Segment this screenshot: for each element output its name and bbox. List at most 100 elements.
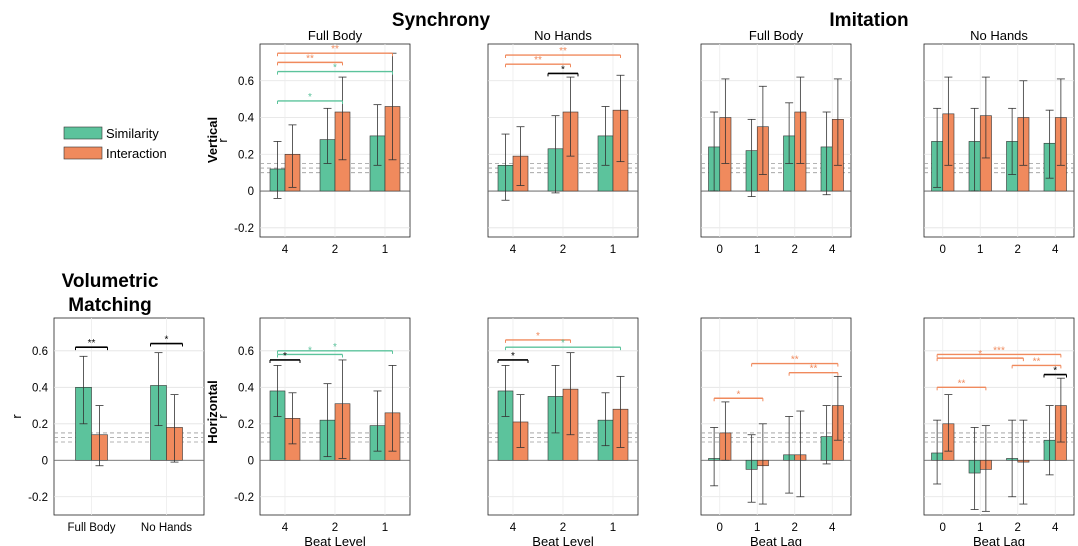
x-tick-label: Full Body xyxy=(68,522,116,534)
significance-label: * xyxy=(561,64,565,75)
y-tick-label: 0.4 xyxy=(238,382,255,394)
y-tick-label: 0.4 xyxy=(32,382,49,394)
x-tick-label: 1 xyxy=(382,522,388,534)
significance-label: *** xyxy=(993,345,1005,356)
y-tick-label: 0.2 xyxy=(238,149,254,161)
significance-label: * xyxy=(333,342,337,353)
y-tick-label: -0.2 xyxy=(234,223,254,235)
significance-label: ** xyxy=(958,378,966,389)
x-tick-label: 2 xyxy=(1015,522,1021,534)
significance-label: ** xyxy=(810,364,818,375)
panel-title: Full Body xyxy=(308,28,363,43)
significance-label: * xyxy=(1053,366,1057,377)
y-tick-label: 0.4 xyxy=(238,113,255,125)
imitation-title: Imitation xyxy=(829,10,908,31)
x-tick-label: 1 xyxy=(610,244,616,256)
x-axis-label: Beat Lag xyxy=(973,534,1025,546)
significance-label: ** xyxy=(331,44,339,55)
significance-label: ** xyxy=(534,55,542,66)
panel-imit-vertical-full: 0 1 2 4 Full Body xyxy=(700,28,852,256)
x-tick-label: 1 xyxy=(610,522,616,534)
volumetric-title-line2: Matching xyxy=(68,295,151,316)
x-axis-label: Beat Level xyxy=(304,534,366,546)
x-tick-label: 2 xyxy=(792,522,798,534)
x-tick-label: 1 xyxy=(754,522,760,534)
x-tick-label: 2 xyxy=(332,244,338,256)
significance-label: ** xyxy=(559,46,567,57)
significance-label: * xyxy=(333,63,337,74)
legend: Similarity Interaction xyxy=(63,126,167,161)
significance-label: * xyxy=(978,349,982,360)
x-tick-label: 2 xyxy=(332,522,338,534)
x-tick-label: 1 xyxy=(754,244,760,256)
y-tick-label: 0.6 xyxy=(238,76,254,88)
y-axis-label: r xyxy=(9,414,24,419)
panel-imit-vertical-nohands: 0 1 2 4 No Hands xyxy=(923,28,1075,256)
significance-label: * xyxy=(511,351,515,362)
y-axis-label: r xyxy=(215,414,230,419)
significance-label: ** xyxy=(306,53,314,64)
y-tick-label: 0.6 xyxy=(238,346,254,358)
panel-title: Full Body xyxy=(749,28,804,43)
x-tick-label: 2 xyxy=(560,244,566,256)
x-tick-label: 4 xyxy=(1052,244,1059,256)
y-tick-label: -0.2 xyxy=(234,492,254,504)
significance-label: * xyxy=(536,331,540,342)
y-tick-label: 0.6 xyxy=(32,346,48,358)
x-tick-label: 1 xyxy=(977,522,983,534)
panel-title: No Hands xyxy=(534,28,592,43)
significance-label: * xyxy=(308,92,312,103)
y-tick-label: 0.2 xyxy=(32,419,48,431)
x-tick-label: 4 xyxy=(1052,522,1059,534)
row-label-vertical: Vertical xyxy=(205,117,220,163)
y-axis-label: r xyxy=(215,138,230,143)
x-tick-label: 0 xyxy=(940,522,946,534)
significance-label: * xyxy=(561,338,565,349)
significance-label: * xyxy=(737,389,741,400)
axes-box xyxy=(700,317,852,516)
panel-title: No Hands xyxy=(970,28,1028,43)
significance-label: * xyxy=(308,345,312,356)
significance-label: ** xyxy=(791,355,799,366)
x-tick-label: 1 xyxy=(382,244,388,256)
y-tick-label: 0 xyxy=(248,186,254,198)
y-tick-label: -0.2 xyxy=(28,492,48,504)
x-tick-label: 4 xyxy=(510,522,517,534)
panel-sync-horizontal-full: * * * -0.2 0 0.2 0.4 0.6 4 2 1 r Beat Level xyxy=(215,317,411,546)
x-tick-label: 0 xyxy=(940,244,946,256)
significance-label: * xyxy=(283,351,287,362)
x-tick-label: 4 xyxy=(282,522,289,534)
volumetric-title-line1: Volumetric xyxy=(62,271,159,292)
x-tick-label: 4 xyxy=(829,244,836,256)
significance-label: * xyxy=(165,335,169,346)
panel-sync-horizontal-nohands: * * * 4 2 1 Beat Level xyxy=(487,317,639,546)
x-tick-label: 4 xyxy=(510,244,517,256)
x-tick-label: 0 xyxy=(717,522,723,534)
significance-label: ** xyxy=(1033,356,1041,367)
y-tick-label: 0 xyxy=(42,455,48,467)
legend-label-similarity: Similarity xyxy=(106,126,159,141)
x-tick-label: 1 xyxy=(977,244,983,256)
x-tick-label: No Hands xyxy=(141,522,192,534)
row-label-horizontal: Horizontal xyxy=(205,380,220,444)
x-tick-label: 2 xyxy=(792,244,798,256)
x-tick-label: 4 xyxy=(829,522,836,534)
y-tick-label: 0.2 xyxy=(238,419,254,431)
y-tick-label: 0 xyxy=(248,455,254,467)
significance-label: ** xyxy=(88,338,96,349)
panel-sync-vertical-nohands: *****4 2 1No Hands xyxy=(487,28,639,256)
x-tick-label: 2 xyxy=(1015,244,1021,256)
legend-swatch-similarity xyxy=(63,126,103,140)
legend-swatch-interaction xyxy=(63,146,103,160)
x-tick-label: 4 xyxy=(282,244,289,256)
x-tick-label: 2 xyxy=(560,522,566,534)
synchrony-title: Synchrony xyxy=(392,10,491,31)
x-axis-label: Beat Level xyxy=(532,534,594,546)
x-axis-label: Beat Lag xyxy=(750,534,802,546)
